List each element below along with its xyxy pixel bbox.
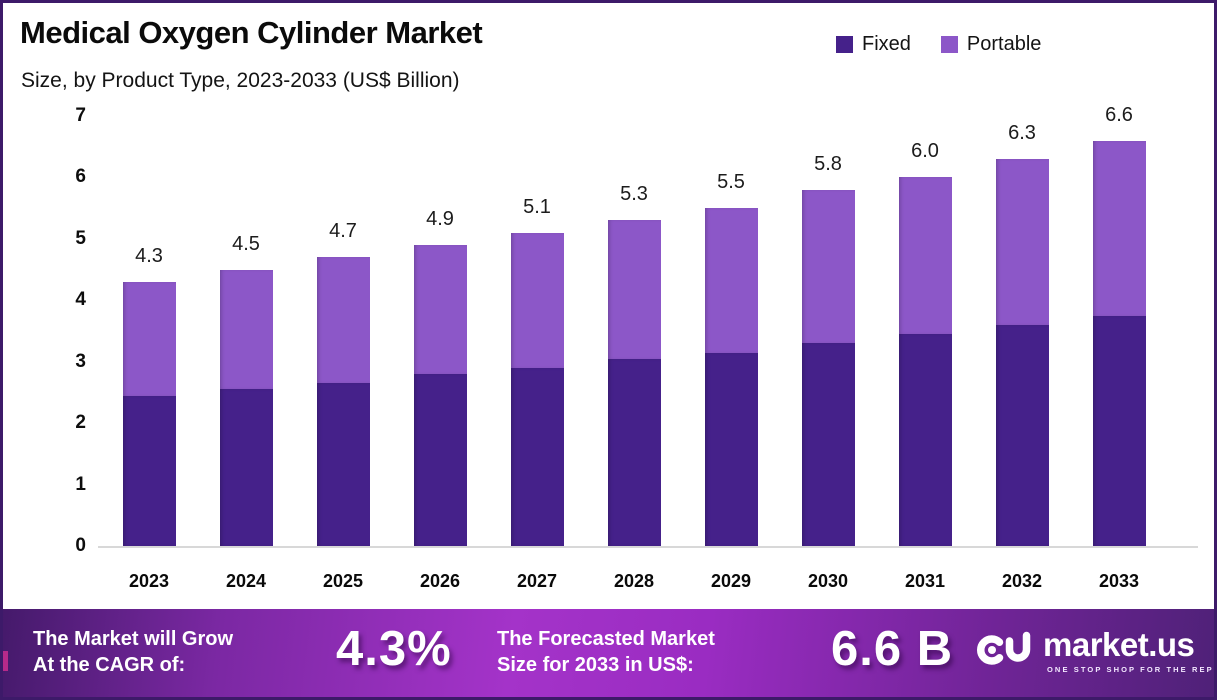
bar-segment-fixed (510, 367, 564, 546)
bar-value-label: 4.9 (426, 208, 454, 230)
bar-group-2032 (995, 159, 1049, 546)
page-subtitle: Size, by Product Type, 2023-2033 (US$ Bi… (21, 69, 460, 92)
bar-value-label: 6.3 (1008, 122, 1036, 144)
y-axis-tick: 3 (75, 350, 86, 372)
brand-name: market.us (1043, 626, 1195, 664)
y-axis-tick: 2 (75, 412, 86, 434)
page-title: Medical Oxygen Cylinder Market (20, 15, 483, 50)
bar-segment-portable (413, 245, 467, 374)
marketus-logo-icon (975, 627, 1033, 676)
bar-group-2026 (413, 245, 467, 546)
bar-group-2030 (801, 189, 855, 546)
logo-text: market.us ONE STOP SHOP FOR THE REPORTS (1043, 626, 1214, 674)
x-axis-label: 2027 (516, 571, 558, 591)
bar-value-label: 5.3 (620, 183, 648, 206)
x-axis-label: 2023 (128, 571, 170, 591)
bar-segment-fixed (122, 395, 176, 546)
legend-label-portable: Portable (966, 33, 1042, 55)
bar-segment-fixed (704, 352, 758, 546)
bar-segment-fixed (995, 324, 1049, 546)
x-axis-label: 2032 (1001, 571, 1043, 591)
x-axis-label: 2033 (1098, 571, 1140, 591)
bar-segment-fixed (607, 358, 661, 546)
legend-item-portable: Portable (940, 33, 1042, 56)
bar-group-2023 (122, 281, 176, 546)
marketus-logo: market.us ONE STOP SHOP FOR THE REPORTS (975, 626, 1214, 676)
bar-group-2025 (316, 257, 370, 546)
forecast-label: The Forecasted Market Size for 2033 in U… (497, 628, 715, 677)
bar-segment-portable (122, 281, 176, 396)
bar-segment-fixed (413, 374, 467, 546)
legend-item-fixed: Fixed (836, 33, 911, 56)
x-axis-label: 2025 (322, 571, 364, 591)
y-axis-tick: 5 (75, 227, 86, 249)
bar-segment-portable (801, 189, 855, 344)
x-axis-label: 2029 (710, 571, 752, 591)
bar-group-2033 (1092, 140, 1146, 546)
brand-tagline: ONE STOP SHOP FOR THE REPORTS (1047, 664, 1214, 674)
banner-accent (3, 651, 8, 671)
bar-segment-fixed (219, 389, 273, 546)
legend-label-fixed: Fixed (862, 33, 911, 55)
bar-group-2028 (607, 220, 661, 546)
bar-group-2031 (898, 177, 952, 546)
bar-chart-plot-area: 0 1 2 3 4 5 6 7 4.3 2023 4.5 2024 4.7 2025 4.9 2026 5.1 2… (75, 104, 1198, 591)
bar-segment-fixed (1092, 315, 1146, 546)
footer-banner: The Market will Grow At the CAGR of: 4.3… (3, 609, 1214, 697)
bar-segment-portable (898, 177, 952, 335)
bar-segment-fixed (316, 383, 370, 546)
bar-group-2024 (219, 269, 273, 546)
bar-segment-portable (510, 232, 564, 368)
bar-segment-portable (316, 257, 370, 384)
x-axis-label: 2030 (807, 571, 849, 591)
x-axis-label: 2026 (419, 571, 461, 591)
chart-legend: Fixed Portable (836, 33, 1041, 56)
bar-value-label: 4.3 (135, 244, 163, 267)
x-axis-label: 2024 (225, 571, 267, 591)
legend-swatch-portable-icon (940, 36, 958, 53)
bar-segment-fixed (898, 334, 952, 546)
bar-group-2027 (510, 232, 564, 546)
y-axis-tick: 0 (75, 535, 86, 556)
y-axis-tick: 1 (75, 473, 86, 495)
bar-value-label: 4.7 (329, 220, 357, 243)
bar-segment-portable (1092, 140, 1146, 316)
legend-swatch-fixed-icon (836, 36, 853, 53)
y-axis-tick: 6 (75, 166, 86, 188)
bar-value-label: 4.5 (232, 232, 260, 255)
bar-segment-portable (219, 269, 273, 390)
bar-value-label: 6.6 (1105, 103, 1133, 126)
bar-value-label: 5.1 (523, 195, 551, 218)
cagr-value: 4.3% (336, 622, 452, 676)
x-axis-label: 2031 (904, 571, 946, 591)
bar-segment-portable (607, 220, 661, 359)
bar-segment-fixed (801, 343, 855, 546)
bar-value-label: 5.5 (717, 171, 745, 194)
bar-group-2029 (704, 208, 758, 546)
bar-value-label: 5.8 (814, 152, 842, 175)
y-axis-tick: 7 (75, 105, 86, 126)
x-axis-label: 2028 (613, 571, 655, 591)
bar-segment-portable (995, 159, 1049, 325)
bar-segment-portable (704, 208, 758, 353)
forecast-value: 6.6 B (831, 622, 954, 676)
cagr-label: The Market will Grow At the CAGR of: (33, 628, 234, 677)
y-axis-tick: 4 (75, 289, 86, 311)
bar-value-label: 6.0 (911, 140, 939, 163)
